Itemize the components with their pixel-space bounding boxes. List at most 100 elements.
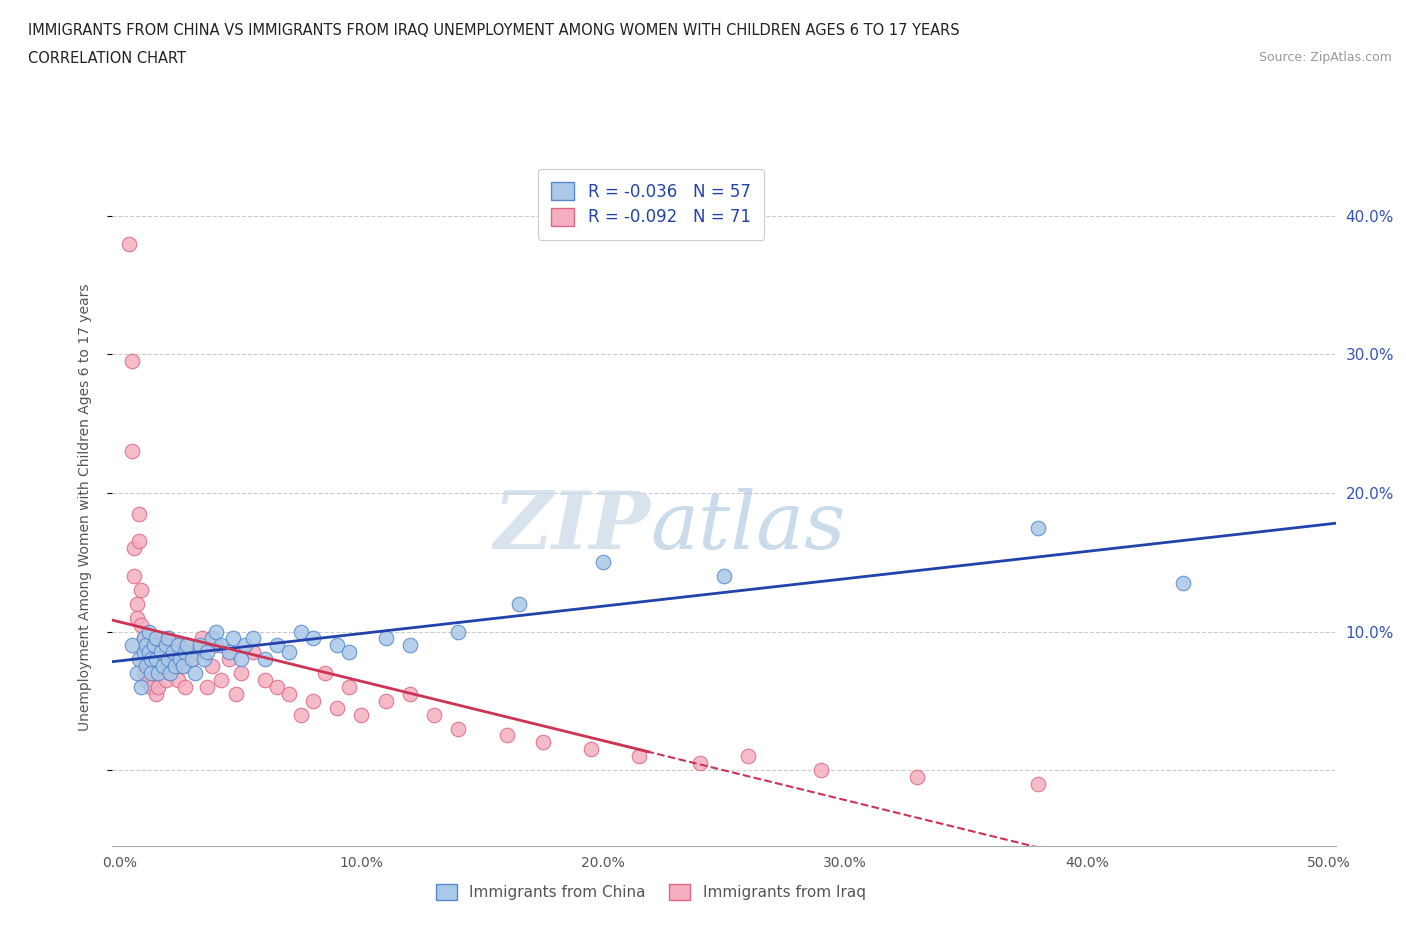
Point (128, 652, 150, 667)
Point (149, 644, 172, 659)
Point (165, 658, 187, 673)
Point (195, 680, 218, 695)
Point (314, 666, 336, 681)
Point (125, 666, 148, 681)
Point (138, 644, 160, 659)
Point (1028, 520, 1050, 535)
Point (531, 735, 554, 750)
Point (135, 658, 157, 673)
Point (142, 638, 165, 653)
Point (165, 638, 187, 653)
Point (229, 652, 252, 667)
Point (132, 631, 155, 646)
Point (326, 638, 349, 653)
Point (810, 763, 832, 777)
Point (145, 652, 167, 667)
Point (135, 644, 157, 659)
Point (278, 686, 301, 701)
Point (148, 666, 170, 681)
Point (132, 631, 155, 646)
Point (176, 638, 198, 653)
Point (495, 728, 517, 743)
Text: CORRELATION CHART: CORRELATION CHART (28, 51, 186, 66)
Point (125, 610, 148, 625)
Point (398, 638, 420, 653)
Point (326, 700, 349, 715)
Point (155, 638, 177, 653)
Y-axis label: Unemployment Among Women with Children Ages 6 to 17 years: Unemployment Among Women with Children A… (77, 283, 91, 731)
Point (148, 680, 170, 695)
Point (689, 756, 711, 771)
Point (125, 596, 148, 611)
Point (579, 742, 602, 757)
Point (628, 749, 651, 764)
Point (122, 541, 145, 556)
Point (350, 707, 373, 722)
Point (1028, 777, 1050, 791)
Point (225, 686, 247, 701)
Point (138, 638, 160, 653)
Point (131, 680, 153, 695)
Point (128, 506, 150, 521)
Point (290, 624, 312, 639)
Point (218, 652, 240, 667)
Point (266, 680, 288, 695)
Point (209, 638, 232, 653)
Point (141, 652, 163, 667)
Point (169, 652, 191, 667)
Point (1173, 576, 1195, 591)
Point (121, 354, 143, 369)
Point (152, 658, 174, 673)
Point (141, 666, 163, 681)
Point (713, 568, 735, 583)
Point (398, 686, 420, 701)
Point (122, 568, 145, 583)
Point (195, 644, 218, 659)
Text: IMMIGRANTS FROM CHINA VS IMMIGRANTS FROM IRAQ UNEMPLOYMENT AMONG WOMEN WITH CHIL: IMMIGRANTS FROM CHINA VS IMMIGRANTS FROM… (28, 23, 960, 38)
Point (337, 680, 360, 695)
Point (188, 638, 211, 653)
Point (374, 631, 396, 646)
Point (132, 666, 155, 681)
Point (159, 666, 181, 681)
Point (181, 652, 204, 667)
Point (176, 638, 198, 653)
Point (128, 534, 150, 549)
Point (337, 644, 360, 659)
Point (191, 631, 214, 646)
Point (145, 631, 167, 646)
Point (278, 644, 301, 659)
Point (135, 672, 157, 687)
Point (200, 658, 222, 673)
Point (121, 444, 143, 458)
Point (157, 631, 180, 646)
Point (162, 644, 184, 659)
Point (141, 680, 163, 695)
Point (166, 638, 188, 653)
Point (172, 658, 194, 673)
Point (159, 666, 181, 681)
Point (218, 644, 240, 659)
Point (229, 666, 252, 681)
Point (592, 555, 614, 570)
Point (242, 631, 264, 646)
Text: Source: ZipAtlas.com: Source: ZipAtlas.com (1258, 51, 1392, 64)
Point (302, 631, 325, 646)
Point (235, 638, 257, 653)
Point (508, 596, 530, 611)
Point (302, 694, 325, 709)
Point (135, 638, 157, 653)
Text: ZIP: ZIP (494, 488, 651, 566)
Point (186, 644, 208, 659)
Point (155, 672, 177, 687)
Point (447, 721, 470, 736)
Point (374, 694, 396, 709)
Point (200, 631, 222, 646)
Point (172, 658, 194, 673)
Point (242, 644, 264, 659)
Point (157, 652, 180, 667)
Point (290, 707, 312, 722)
Point (169, 644, 191, 659)
Point (222, 631, 245, 646)
Point (253, 672, 276, 687)
